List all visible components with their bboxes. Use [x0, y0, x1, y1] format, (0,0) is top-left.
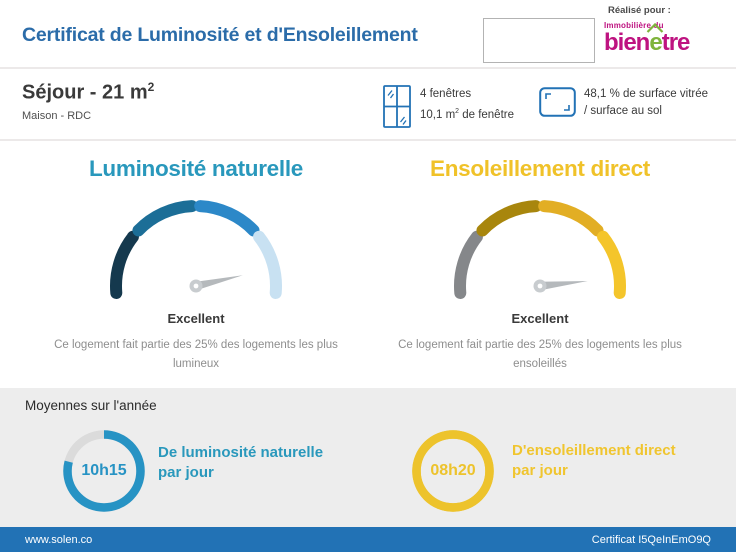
luminosity-hours-label-line2: par jour	[158, 464, 214, 481]
window-icon	[383, 85, 411, 128]
room-title-superscript: 2	[147, 80, 155, 94]
floor-area-icon	[539, 87, 576, 117]
room-subtitle: Maison - RDC	[22, 110, 92, 122]
windows-stats: 4 fenêtres 10,1 m2 de fenêtre	[420, 86, 514, 124]
sunshine-section: Ensoleillement direct Excellent Ce logem…	[358, 156, 722, 374]
luminosity-hours-label-line1: De luminosité naturelle	[158, 444, 324, 461]
luminosity-description: Ce logement fait partie des 25% des loge…	[14, 336, 378, 374]
room-divider	[0, 139, 736, 141]
brand-logo-part2: tre	[661, 29, 691, 56]
room-title: Séjour - 21 m2	[22, 80, 155, 104]
brand-logo-wordmark: bien etre	[604, 23, 691, 56]
luminosity-description-line1: Ce logement fait partie des 25% des loge…	[54, 339, 338, 351]
house-roof-icon	[647, 23, 664, 33]
footer-certificate-id: Certificat I5QeInEmO9Q	[591, 533, 711, 546]
sunshine-ring: 08h20	[408, 426, 498, 516]
windows-area: 10,1 m2 de fenêtre	[420, 108, 514, 121]
luminosity-rating: Excellent	[167, 311, 225, 326]
footer-website: www.solen.co	[25, 533, 93, 546]
sunshine-description-line1: Ce logement fait partie des 25% des loge…	[398, 339, 682, 351]
sunshine-hours-label-line1: D'ensoleillement direct	[512, 442, 676, 459]
yearly-averages-panel: Moyennes sur l'année 10h15 De luminosité…	[0, 388, 736, 527]
brand-logo-part1: bien	[604, 29, 650, 56]
brand-logo-accent-letter: e	[649, 29, 662, 56]
footer-bar: www.solen.co Certificat I5QeInEmO9Q	[0, 527, 736, 552]
sunshine-rating: Excellent	[511, 311, 569, 326]
realise-pour-label: Réalisé pour :	[608, 5, 671, 16]
glazed-surface-ratio-2: / surface au sol	[584, 105, 662, 117]
glazed-surface-ratio: 48,1 % de surface vitrée	[584, 88, 709, 100]
sunshine-description: Ce logement fait partie des 25% des loge…	[358, 336, 722, 374]
brand-logo: Immobilière du bien etre	[604, 21, 691, 56]
brand-logo-small-text: Immobilière du	[604, 21, 664, 30]
luminosity-description-line2: lumineux	[172, 358, 220, 370]
luminosity-ring: 10h15	[59, 426, 149, 516]
luminosity-hours-value: 10h15	[81, 462, 127, 479]
page-title: Certificat de Luminosité et d'Ensoleille…	[22, 24, 418, 46]
sunshine-ring-chart	[412, 430, 494, 512]
sunshine-gauge	[454, 200, 626, 299]
header-divider	[0, 67, 736, 69]
sunshine-hours-label: D'ensoleillement direct par jour	[512, 441, 676, 481]
glazed-surface-stats: 48,1 % de surface vitrée / surface au so…	[584, 86, 708, 120]
luminosity-hours-label: De luminosité naturelle par jour	[158, 443, 323, 483]
sunshine-hours-value: 08h20	[430, 462, 476, 479]
yearly-averages-heading: Moyennes sur l'année	[25, 398, 157, 413]
sunshine-hours-label-line2: par jour	[512, 462, 568, 479]
windows-count: 4 fenêtres	[420, 88, 472, 100]
sunshine-description-line2: ensoleillés	[513, 358, 567, 370]
luminosity-title: Luminosité naturelle	[88, 156, 304, 181]
luminosity-section: Luminosité naturelle Excellent Ce logeme…	[14, 156, 378, 374]
sunshine-title: Ensoleillement direct	[429, 156, 651, 181]
luminosity-gauge	[110, 200, 282, 299]
client-logo-placeholder	[483, 18, 595, 63]
luminosity-ring-chart	[63, 430, 145, 512]
